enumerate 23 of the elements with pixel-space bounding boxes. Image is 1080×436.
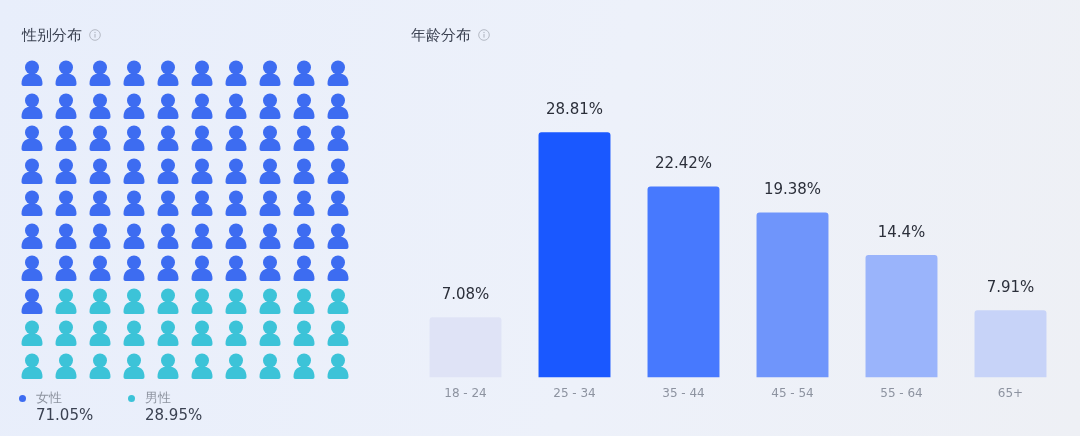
x-tick-label: 55 - 64 <box>880 385 923 400</box>
x-tick-label: 45 - 54 <box>771 385 814 400</box>
bar <box>647 186 720 378</box>
chart-title: 年龄分布 <box>411 26 471 44</box>
data-label: 22.42% <box>654 154 713 173</box>
x-tick-label: 18 - 24 <box>444 385 487 400</box>
data-label: 7.08% <box>441 285 490 304</box>
data-label: 7.91% <box>986 278 1035 297</box>
bar <box>756 212 829 378</box>
x-tick-label: 25 - 34 <box>553 385 596 400</box>
legend-label: 男性 <box>145 389 172 406</box>
bar <box>974 310 1047 378</box>
x-tick-label: 65+ <box>997 385 1024 400</box>
data-label: 71.05% <box>36 406 94 424</box>
data-label: 28.95% <box>145 406 203 424</box>
data-label: 14.4% <box>877 222 926 241</box>
text: 性别分布 <box>22 26 82 44</box>
bar <box>538 132 611 378</box>
x-tick-label: 35 - 44 <box>662 385 705 400</box>
legend-label: 女性 <box>36 389 63 406</box>
bar <box>865 254 938 378</box>
data-label: 19.38% <box>763 180 822 199</box>
data-label: 28.81% <box>545 100 604 119</box>
